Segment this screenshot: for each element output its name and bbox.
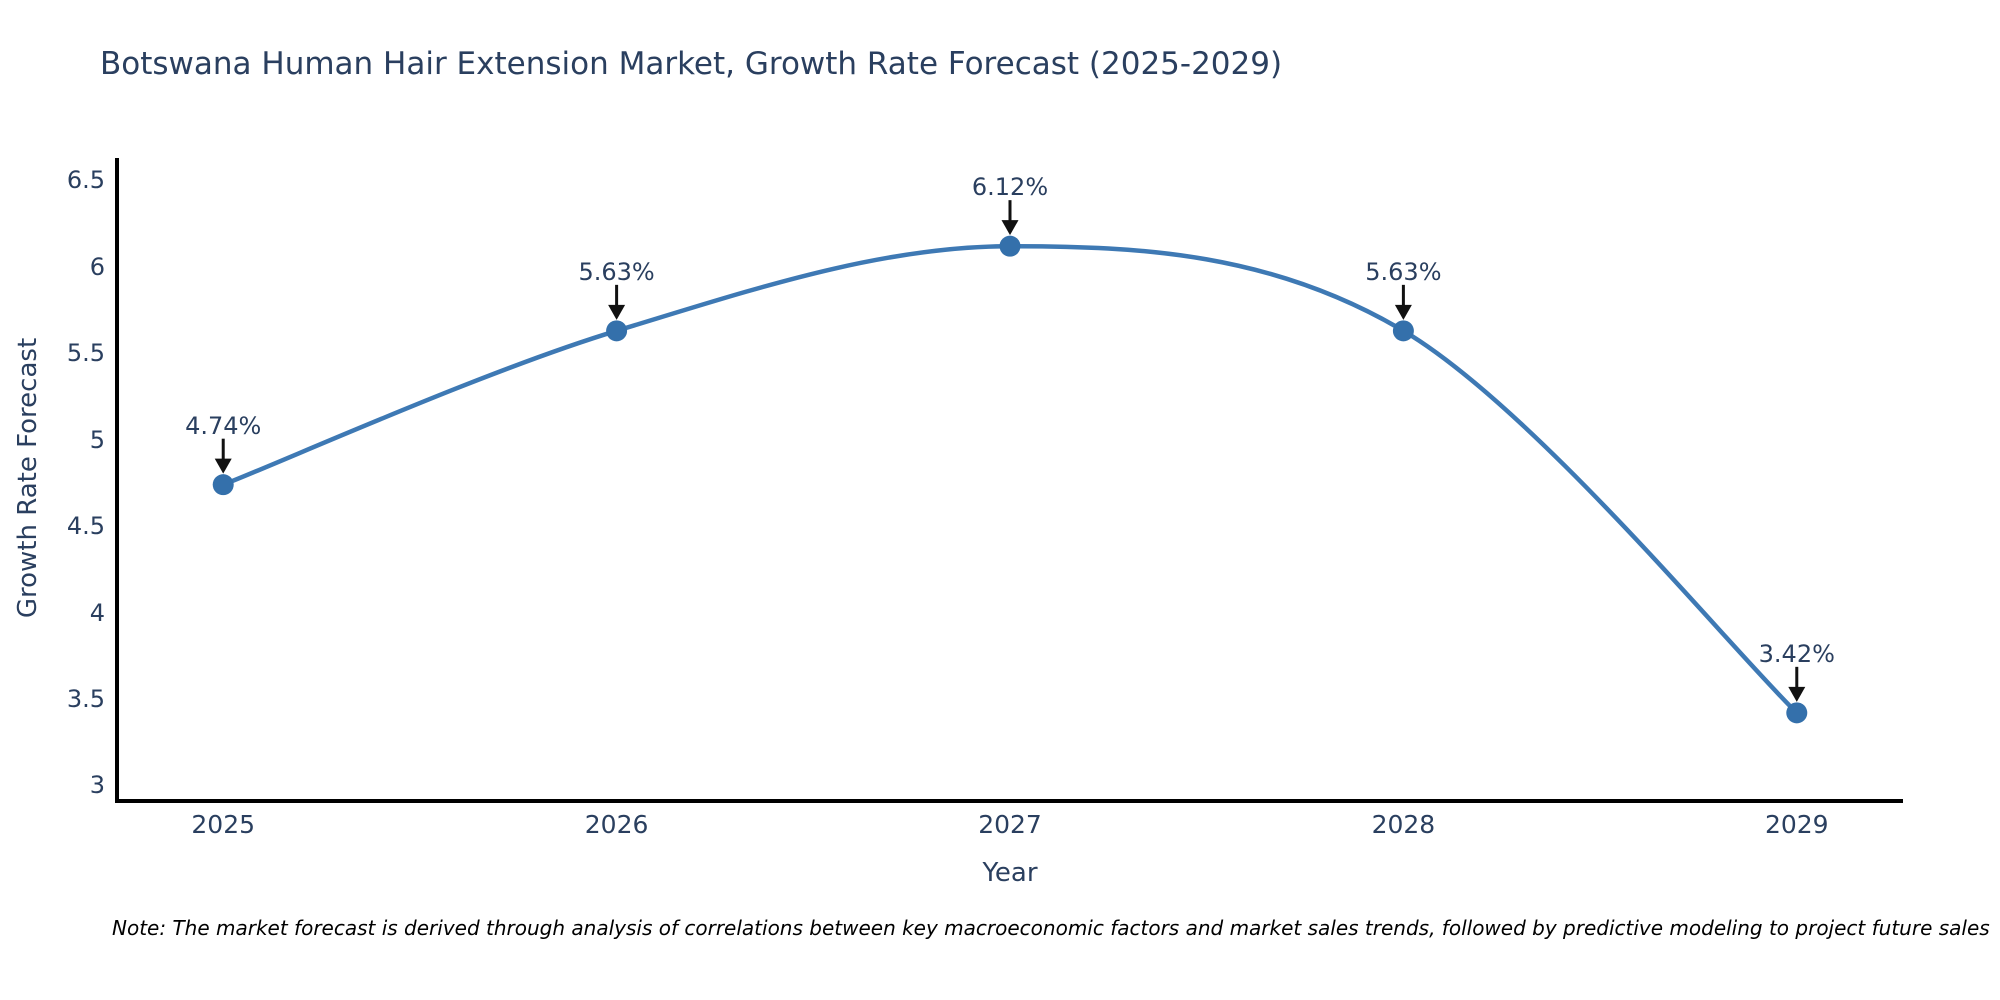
chart-title: Botswana Human Hair Extension Market, Gr… (100, 46, 1283, 82)
x-tick-label: 2029 (1764, 810, 1829, 839)
point-value-label: 5.63% (578, 257, 655, 286)
point-value-label: 4.74% (185, 411, 262, 440)
data-point-marker[interactable] (212, 474, 234, 496)
point-value-label: 3.42% (1758, 639, 1835, 668)
y-tick-label: 6.5 (66, 166, 105, 195)
y-axis-title: Growth Rate Forecast (13, 337, 43, 619)
data-point-marker[interactable] (1786, 702, 1808, 724)
x-tick-label: 2025 (191, 810, 256, 839)
x-tick-label: 2026 (584, 810, 649, 839)
point-value-label: 6.12% (971, 173, 1049, 202)
annotation-arrowhead-icon (608, 304, 626, 320)
trend-line (220, 243, 1800, 716)
footnote: Note: The market forecast is derived thr… (112, 916, 1990, 940)
annotation-arrowhead-icon (1788, 686, 1806, 702)
x-tick-label: 2027 (978, 810, 1042, 839)
point-value-label: 5.63% (1365, 257, 1442, 286)
y-tick-label: 4 (89, 598, 105, 627)
data-point-marker[interactable] (999, 235, 1021, 257)
y-tick-label: 3 (89, 771, 105, 800)
x-axis-title: Year (982, 858, 1038, 888)
annotation-arrowhead-icon (214, 458, 232, 474)
annotation-arrowhead-icon (1394, 304, 1412, 320)
y-tick-label: 5.5 (66, 339, 105, 368)
annotation-arrowhead-icon (1001, 220, 1019, 236)
y-tick-label: 5 (89, 425, 105, 454)
y-tick-label: 6 (89, 252, 105, 281)
y-tick-label: 3.5 (66, 685, 105, 714)
data-point-marker[interactable] (1392, 320, 1414, 342)
data-point-marker[interactable] (606, 320, 628, 342)
y-tick-label: 4.5 (66, 512, 105, 541)
x-tick-label: 2028 (1371, 810, 1436, 839)
